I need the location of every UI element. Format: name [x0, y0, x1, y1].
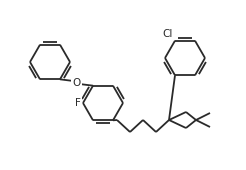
Text: F: F	[75, 98, 81, 108]
Text: Cl: Cl	[163, 29, 173, 39]
Text: O: O	[72, 78, 81, 88]
